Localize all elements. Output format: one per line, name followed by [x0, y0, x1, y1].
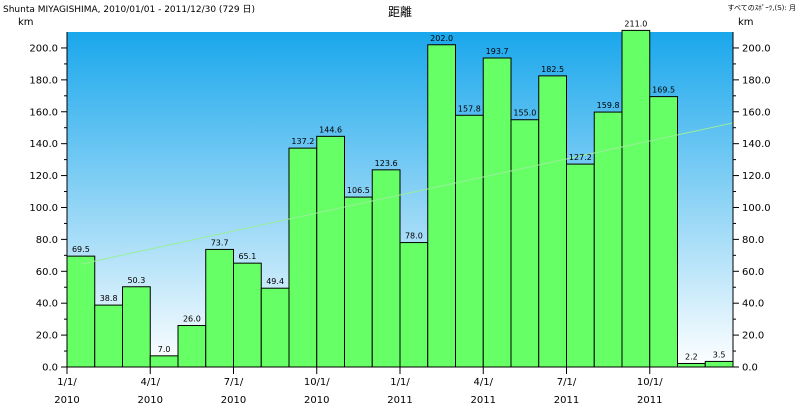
bar-2010-02	[94, 304, 123, 368]
x-tick-label-line2-15: 2011	[471, 395, 496, 406]
bar-2010-09	[288, 147, 318, 368]
bar-2010-07	[233, 262, 262, 368]
y-tick-label-right-160.0: 160.0	[742, 107, 771, 118]
bar-2010-12	[371, 169, 401, 368]
data-label-2010-05: 26.0	[183, 315, 201, 324]
data-label-2010-06: 73.7	[211, 238, 229, 247]
y-axis-unit-left: km	[18, 17, 34, 28]
bar-2010-11	[344, 196, 373, 368]
x-tick-label-line1-15: 4/1/	[474, 377, 494, 388]
data-label-2010-08: 49.4	[266, 277, 284, 286]
y-tick-label-right-120.0: 120.0	[742, 171, 771, 182]
bar-2011-03	[455, 114, 484, 368]
data-label-2010-01: 69.5	[72, 245, 90, 254]
x-tick-label-line2-21: 2011	[637, 395, 662, 406]
y-tick-label-left-80.0: 80.0	[36, 235, 58, 246]
bar-2011-10	[649, 96, 678, 368]
data-label-2011-12: 3.5	[713, 350, 726, 359]
data-label-2011-09: 211.0	[624, 19, 647, 28]
x-tick-label-line2-3: 2010	[138, 395, 163, 406]
data-label-2011-02: 202.0	[430, 34, 453, 43]
bar-2011-08	[593, 111, 623, 368]
data-label-2011-05: 155.0	[513, 109, 536, 118]
data-label-2011-08: 159.8	[597, 101, 620, 110]
bar-2011-12	[704, 360, 734, 368]
x-tick-label-line2-9: 2010	[304, 395, 329, 406]
bar-2011-06	[538, 75, 567, 368]
header-sport-period[interactable]: すべてのｽﾎﾟｰﾂ,(S): 月	[727, 4, 796, 12]
data-labels: 69.5 38.8 50.3 7.0 26.0 73.7 65.1 49.4 137.2 144.…	[72, 19, 726, 361]
data-label-2010-02: 38.8	[100, 294, 118, 303]
y-tick-label-left-160.0: 160.0	[29, 107, 58, 118]
y-tick-label-right-0.0: 0.0	[742, 363, 758, 374]
x-tick-label-line1-18: 7/1/	[557, 377, 577, 388]
bar-2010-05	[177, 325, 207, 368]
bar-2010-04	[149, 355, 179, 368]
data-label-2010-12: 123.6	[375, 159, 398, 168]
y-tick-label-right-60.0: 60.0	[742, 267, 764, 278]
bar-2011-01	[399, 242, 429, 368]
bar-2011-04	[482, 57, 512, 368]
x-tick-label-line2-6: 2010	[221, 395, 246, 406]
y-tick-label-left-60.0: 60.0	[36, 267, 58, 278]
y-tick-label-left-180.0: 180.0	[29, 75, 58, 86]
chart-title: 距離	[387, 5, 412, 19]
y-tick-label-left-140.0: 140.0	[29, 139, 58, 150]
bar-2011-07	[566, 163, 595, 368]
x-tick-label-line1-0: 1/1/	[57, 377, 77, 388]
x-tick-label-line2-0: 2010	[54, 395, 79, 406]
y-tick-label-left-200.0: 200.0	[29, 43, 58, 54]
bar-2010-10	[316, 135, 345, 368]
data-label-2011-06: 182.5	[541, 65, 564, 74]
data-label-2011-01: 78.0	[405, 232, 423, 241]
bar-2011-02	[427, 44, 456, 368]
x-tick-label-line2-12: 2011	[387, 395, 412, 406]
bar-2011-05	[510, 119, 540, 368]
bar-2010-08	[260, 287, 290, 368]
y-tick-label-right-180.0: 180.0	[742, 75, 771, 86]
y-tick-label-right-80.0: 80.0	[742, 235, 764, 246]
y-tick-label-right-100.0: 100.0	[742, 203, 771, 214]
bar-2010-06	[205, 248, 234, 368]
x-tick-label-line1-21: 10/1/	[637, 377, 663, 388]
y-tick-label-left-0.0: 0.0	[42, 363, 58, 374]
data-label-2010-03: 50.3	[127, 276, 145, 285]
data-label-2010-10: 144.6	[319, 125, 342, 134]
bar-2011-09	[621, 29, 651, 368]
data-label-2011-10: 169.5	[652, 86, 675, 95]
data-label-2010-09: 137.2	[291, 137, 314, 146]
y-tick-label-left-120.0: 120.0	[29, 171, 58, 182]
header-athlete-range: Shunta MIYAGISHIMA, 2010/01/01 - 2011/12…	[3, 5, 255, 15]
data-label-2011-11: 2.2	[685, 352, 698, 361]
data-label-2010-04: 7.0	[158, 345, 171, 354]
x-tick-label-line2-18: 2011	[554, 395, 579, 406]
data-label-2011-07: 127.2	[569, 153, 592, 162]
y-tick-label-right-200.0: 200.0	[742, 43, 771, 54]
x-tick-label-line1-6: 7/1/	[224, 377, 244, 388]
bar-2010-03	[122, 286, 151, 368]
y-tick-label-right-140.0: 140.0	[742, 139, 771, 150]
x-tick-label-line1-3: 4/1/	[141, 377, 161, 388]
bar-2010-01	[66, 255, 96, 368]
y-tick-label-left-40.0: 40.0	[36, 299, 58, 310]
data-label-2011-03: 157.8	[458, 104, 481, 113]
y-tick-label-right-20.0: 20.0	[742, 331, 764, 342]
y-tick-label-right-40.0: 40.0	[742, 299, 764, 310]
trend-line-group	[80, 122, 734, 265]
y-axis: 0.0 0.0 20.0 20.0 40.0 40.0 60.0 60.0 80.0 80.0 10…	[29, 32, 771, 374]
y-axis-unit-right: km	[738, 17, 754, 28]
x-tick-label-line1-9: 10/1/	[304, 377, 330, 388]
data-label-2010-07: 65.1	[238, 252, 256, 261]
y-tick-label-left-20.0: 20.0	[36, 331, 58, 342]
bar-2011-11	[677, 362, 706, 368]
trend-line	[80, 122, 734, 265]
x-tick-label-line1-12: 1/1/	[390, 377, 410, 388]
data-label-2011-04: 193.7	[486, 47, 509, 56]
bar-series	[66, 29, 734, 368]
x-axis: 1/1/2010 4/1/2010 7/1/2010 10/1/2010 1/1/201…	[54, 366, 733, 406]
y-tick-label-left-100.0: 100.0	[29, 203, 58, 214]
data-label-2010-11: 106.5	[347, 186, 370, 195]
